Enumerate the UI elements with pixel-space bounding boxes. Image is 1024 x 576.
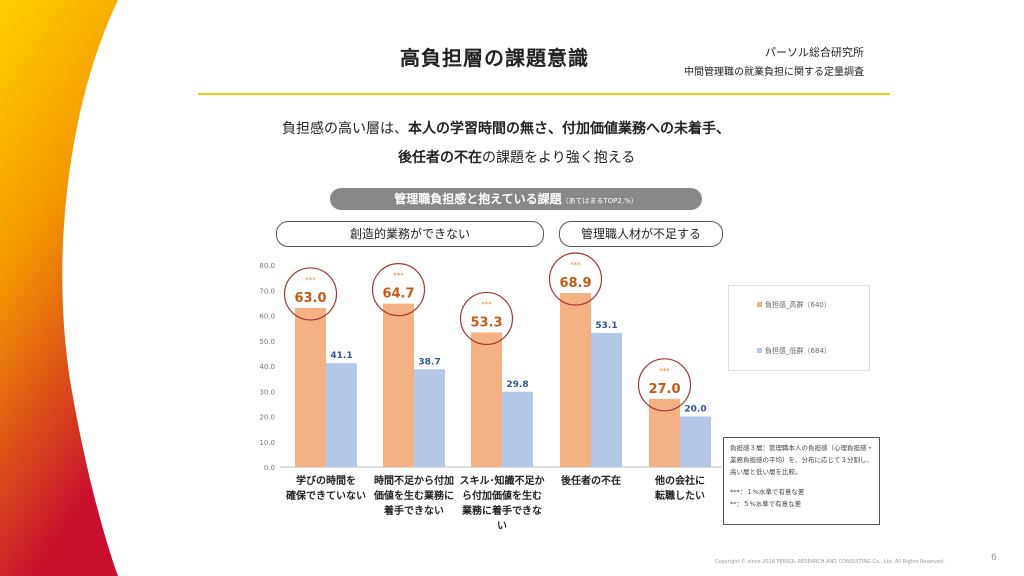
bar [295,307,326,467]
page-number: 6 [991,553,997,563]
page-title: 高負担層の課題意識 [400,46,589,70]
data-label: 41.1 [330,351,352,361]
legend-label: 負担感_低群（684） [765,347,831,355]
x-tick-label: ら付加価値を生む [462,489,542,502]
x-tick-label: 価値を生む業務に [373,489,454,502]
header-divider [198,93,890,95]
bar [560,293,591,467]
x-tick-label: 業務に着手できな [461,504,542,517]
significance-mark: *** [305,276,316,284]
data-label: 53.1 [595,321,617,331]
lead-line-2: 後任者の不在の課題をより強く抱える [398,147,635,167]
data-label: 27.0 [648,382,680,397]
x-tick-label: 確保できていない [286,489,366,502]
legend: 負担感_高群（640） 負担感_低群（684） [728,285,870,371]
x-tick-label: 時間不足から付加 [374,474,454,487]
legend-swatch [757,348,762,353]
copyright: Copyright © since 2016 PERSOL RESEARCH A… [715,559,945,565]
bar [471,332,502,467]
y-tick-label: 40.0 [259,363,275,371]
bar [383,303,414,467]
bar [649,398,680,467]
y-tick-label: 10.0 [259,439,275,447]
note-box: 負担感３層：管理職本人の負担感（心理負担感・業務負担感の平均）を、分布に応じて３… [723,437,880,525]
y-tick-label: 50.0 [259,338,275,346]
x-tick-label: 他の会社に [654,474,705,487]
bar [680,416,711,467]
organization-name: パーソル総合研究所 [765,46,864,59]
chart-subtitle: （あてはまるTOP2,%） [561,197,638,205]
highlight-circle [637,358,692,412]
bar [502,391,533,467]
x-tick-label: 着手できない [383,504,444,517]
legend-item: 負担感_低群（684） [757,346,831,356]
highlight-circle [548,252,603,306]
data-label: 63.0 [294,291,326,306]
y-tick-label: 70.0 [259,287,275,295]
chart-title-text: 管理職負担感と抱えている課題 [394,192,562,206]
lead-bold: 本人の学習時間の無さ、付加価値業務への未着手、 [408,121,730,137]
legend-item: 負担感_高群（640） [757,300,831,310]
x-tick-label: 後任者の不在 [561,474,621,487]
lead-bold: 後任者の不在 [398,150,482,166]
x-tick-label: 転職したい [655,489,705,502]
significance-mark: *** [570,261,581,269]
chart-title: 管理職負担感と抱えている課題（あてはまるTOP2,%） [330,188,702,210]
group-label: 創造的業務ができない [276,221,544,247]
y-tick-label: 0.0 [264,464,275,472]
data-label: 20.0 [684,405,706,415]
note-text: ***：１%水準で有意な差 [730,488,805,496]
x-tick-label: 学びの時間を [296,474,356,487]
note-text: 負担感３層：管理職本人の負担感（心理負担感・業務負担感の平均）を、分布に応じて３… [730,444,873,476]
data-label: 38.7 [418,357,440,367]
data-label: 68.9 [559,276,591,291]
data-label: 64.7 [382,287,414,302]
y-tick-label: 20.0 [259,414,275,422]
note-text: **：５%水準で有意な差 [730,500,802,508]
legend-label: 負担感_高群（640） [765,301,831,309]
y-tick-label: 30.0 [259,388,275,396]
significance-mark: *** [659,367,670,375]
x-tick-label: スキル･知識不足か [460,474,545,487]
lead-text: の課題をより強く抱える [482,150,636,166]
y-tick-label: 80.0 [259,262,275,270]
data-label: 29.8 [506,380,528,390]
bar [591,332,622,467]
bar [414,369,445,467]
lead-text: 負担感の高い層は、 [282,121,408,137]
highlight-circle [459,291,514,346]
bar [326,363,357,467]
highlight-circle [371,263,426,317]
survey-name: 中間管理職の就業負担に関する定量調査 [684,67,864,78]
highlight-circle [283,267,338,321]
decorative-gradient [0,0,118,576]
group-label: 管理職人材が不足する [559,221,723,247]
data-label: 53.3 [470,315,502,330]
significance-mark: *** [481,300,492,308]
x-tick-label: い [497,521,507,532]
lead-line-1: 負担感の高い層は、本人の学習時間の無さ、付加価値業務への未着手、 [282,118,730,138]
legend-swatch [757,302,762,307]
y-tick-label: 60.0 [259,313,275,321]
significance-mark: *** [393,272,404,280]
